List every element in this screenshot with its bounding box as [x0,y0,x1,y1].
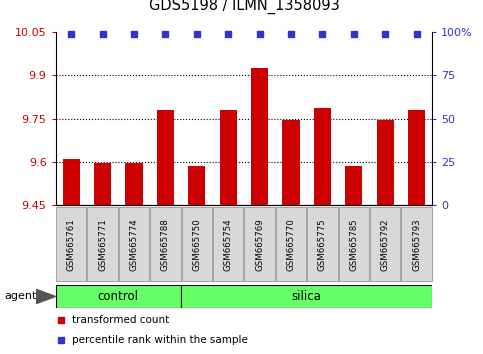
Polygon shape [36,290,56,303]
Bar [283,120,299,205]
Text: silica: silica [292,290,322,303]
Text: GSM665788: GSM665788 [161,218,170,271]
Text: GSM665754: GSM665754 [224,218,233,271]
Bar [314,108,331,205]
Bar [251,68,268,205]
Text: percentile rank within the sample: percentile rank within the sample [72,335,248,345]
Text: GSM665775: GSM665775 [318,218,327,271]
Bar [345,166,362,205]
Bar [408,110,425,205]
Text: GSM665750: GSM665750 [192,218,201,271]
Bar [126,164,142,205]
FancyBboxPatch shape [181,285,432,308]
Text: GSM665770: GSM665770 [286,218,296,271]
Text: GSM665771: GSM665771 [98,218,107,271]
Text: transformed count: transformed count [72,315,170,325]
Bar [94,164,111,205]
Bar [157,110,174,205]
Text: GSM665761: GSM665761 [67,218,76,271]
Bar [220,110,237,205]
Text: control: control [98,290,139,303]
Text: GSM665774: GSM665774 [129,218,139,271]
Bar [377,120,394,205]
Text: GSM665793: GSM665793 [412,218,421,270]
Text: GSM665769: GSM665769 [255,218,264,270]
Text: GDS5198 / ILMN_1358093: GDS5198 / ILMN_1358093 [149,0,339,14]
Bar [188,166,205,205]
Bar [63,159,80,205]
Text: GSM665792: GSM665792 [381,218,390,270]
FancyBboxPatch shape [56,285,181,308]
Text: GSM665785: GSM665785 [349,218,358,271]
Text: agent: agent [5,291,37,302]
